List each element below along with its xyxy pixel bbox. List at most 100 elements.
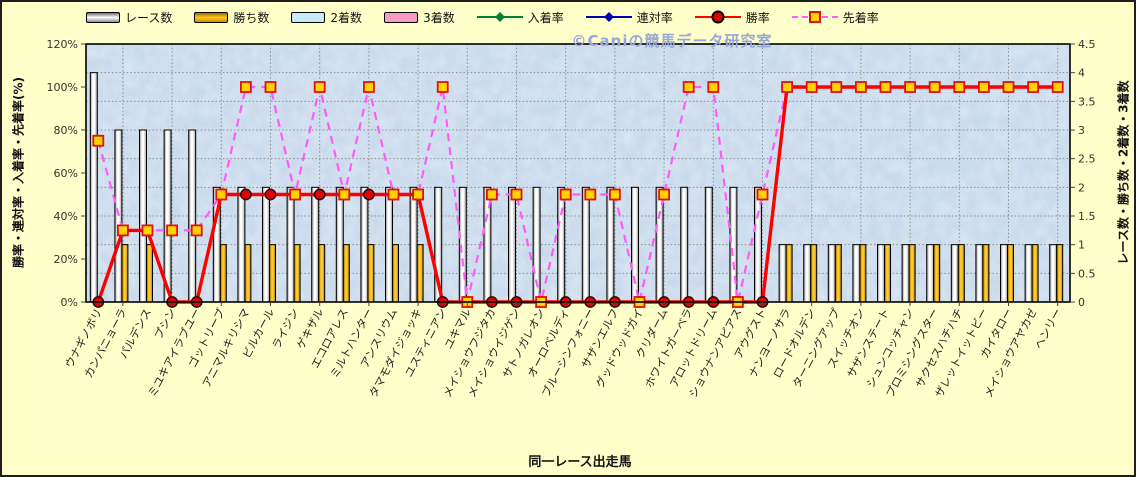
right-tick-label: 3.5: [1078, 95, 1096, 108]
finish-ahead-marker: [781, 81, 793, 93]
right-tick-label: 1.5: [1078, 210, 1096, 223]
legend: レース数 勝ち数 2着数 3着数 入着率 連対率 勝率 先着率: [86, 6, 879, 28]
win-count-bar: [219, 244, 227, 303]
race-count-bar: [680, 186, 689, 303]
right-tick-label: 3: [1078, 124, 1085, 137]
diamond-icon: [494, 12, 505, 22]
win-count-bar: [1007, 244, 1014, 303]
finish-ahead-marker: [609, 188, 621, 201]
race-count-bar: [163, 129, 172, 303]
right-tick-label: 0.5: [1078, 267, 1096, 280]
win-count-bar: [121, 244, 129, 303]
finish-ahead-marker: [805, 81, 818, 93]
win-count-bar: [146, 244, 153, 303]
left-tick-label: 60%: [54, 167, 78, 180]
race-count-bar: [606, 186, 615, 303]
win-count-bar: [933, 244, 941, 303]
legend-label-race-count: レース数: [125, 10, 173, 25]
win-count-bar: [1056, 244, 1064, 303]
race-count-bar: [557, 186, 566, 303]
race-count-bar: [704, 186, 713, 303]
win-count-bar: [293, 244, 301, 303]
race-count-bar: [1024, 244, 1033, 303]
legend-item-finish-ahead-rate: 先着率: [791, 9, 879, 26]
legend-label-win-rate: 勝率: [745, 10, 770, 25]
finish-ahead-marker: [559, 188, 572, 201]
race-count-bar: [581, 186, 590, 303]
race-count-bar: [360, 186, 369, 303]
finish-ahead-marker: [682, 81, 695, 93]
win-count-bar: [982, 244, 990, 303]
race-count-bars: [89, 72, 1058, 303]
place-rate-line-swatch: [476, 11, 523, 24]
race-count-bar: [89, 72, 98, 303]
race-count-bar: [237, 186, 246, 303]
third-count-bar-swatch: [384, 11, 419, 23]
right-tick-label: 4.5: [1078, 38, 1096, 51]
race-count-bar: [311, 186, 320, 303]
race-count-bar: [409, 186, 418, 303]
legend-label-second-count: 2着数: [330, 10, 363, 25]
finish-ahead-markers: [92, 81, 1064, 308]
legend-item-win-count: 勝ち数: [194, 9, 269, 26]
finish-ahead-line-swatch: [791, 11, 838, 24]
left-tick-label: 40%: [54, 210, 78, 223]
legend-item-second-count: 2着数: [291, 9, 362, 26]
legend-label-place-rate: 入着率: [527, 10, 564, 25]
legend-item-quinella-rate: 連対率: [585, 9, 673, 26]
race-count-bar-swatch: [86, 11, 120, 23]
win-count-bar-swatch: [194, 11, 229, 23]
legend-item-win-rate: 勝率: [694, 9, 770, 26]
legend-label-finish-ahead-rate: 先着率: [842, 10, 879, 25]
finish-ahead-marker: [756, 188, 769, 201]
finish-ahead-marker: [855, 81, 867, 93]
finish-ahead-marker: [953, 81, 966, 93]
win-count-bar: [810, 244, 818, 303]
race-count-bar: [508, 186, 516, 303]
finish-ahead-marker: [928, 81, 941, 93]
left-tick-label: 120%: [47, 38, 78, 51]
legend-item-race-count: レース数: [86, 9, 172, 26]
finish-ahead-marker: [1002, 81, 1015, 93]
left-tick-label: 100%: [47, 81, 78, 94]
race-count-bar: [385, 186, 393, 303]
race-count-bar: [262, 186, 270, 303]
right-axis-tick-labels: 0 0.5 1 1.5 2 2.5 3 3.5 4 4.5: [1078, 38, 1096, 309]
win-rate-marker: [313, 188, 326, 201]
win-count-bar: [367, 244, 375, 303]
left-tick-label: 0%: [61, 296, 78, 309]
win-count-bar: [269, 244, 276, 303]
finish-ahead-marker: [141, 224, 154, 237]
win-count-bar: [392, 244, 399, 303]
finish-ahead-marker: [707, 81, 720, 93]
legend-item-place-rate: 入着率: [476, 9, 564, 26]
square-marker-icon: [808, 11, 821, 23]
win-count-bar: [1031, 244, 1039, 303]
finish-ahead-marker: [313, 81, 326, 93]
win-count-bar: [244, 244, 252, 303]
plot-area-texture: [86, 44, 1070, 302]
right-axis-title: レース数・勝ち数・2着数・3着数: [1116, 80, 1131, 265]
finish-ahead-marker: [978, 81, 990, 93]
diamond-icon: [603, 12, 614, 22]
win-count-bar: [834, 244, 842, 303]
race-count-bar: [926, 244, 935, 303]
legend-label-quinella-rate: 連対率: [636, 10, 673, 25]
race-count-bar: [901, 244, 910, 303]
win-count-bar: [318, 244, 326, 303]
race-count-bar: [631, 186, 639, 303]
left-axis-tick-labels: 0% 20% 40% 60% 80% 100% 120%: [47, 38, 78, 309]
win-rate-marker: [264, 188, 277, 201]
race-count-bar: [852, 244, 861, 303]
right-tick-label: 4: [1078, 67, 1085, 80]
finish-ahead-marker: [338, 188, 351, 201]
finish-ahead-marker: [658, 188, 670, 201]
finish-ahead-marker: [510, 188, 523, 201]
right-tick-label: 2: [1078, 181, 1085, 194]
x-axis-labels: ウナギノボリカンパニョーラパルデンスプシンミユキアイラブユーゴットリーブアニマル…: [63, 306, 1065, 400]
right-tick-label: 0: [1078, 296, 1085, 309]
win-count-bar: [908, 244, 916, 303]
race-count-bar: [139, 129, 147, 303]
